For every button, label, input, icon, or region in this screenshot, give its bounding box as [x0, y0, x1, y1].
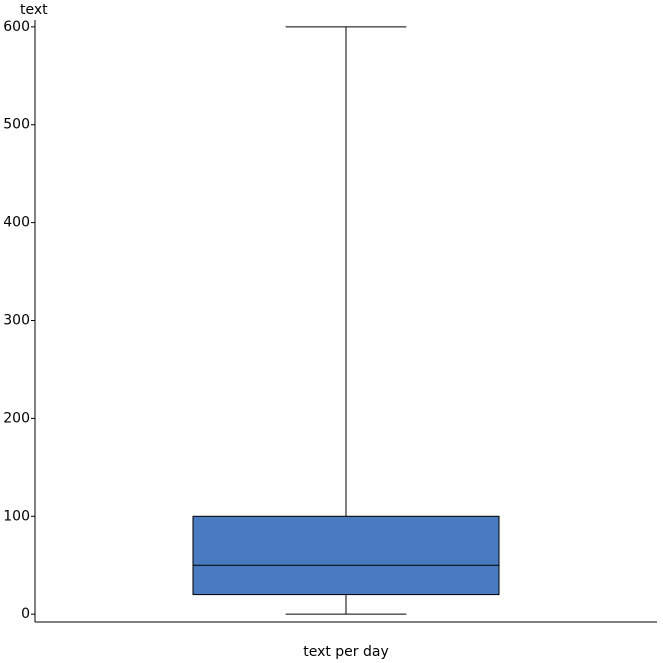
y-tick-label: 400 — [3, 215, 30, 231]
y-tick-label: 600 — [3, 19, 30, 35]
y-tick-label: 100 — [3, 508, 30, 524]
y-tick-label: 0 — [21, 606, 30, 622]
y-tick-label: 300 — [3, 313, 30, 329]
box — [192, 515, 500, 596]
y-tick-label: 200 — [3, 410, 30, 426]
y-tick-label: 500 — [3, 117, 30, 133]
x-tick-label: text per day — [303, 644, 389, 660]
y-axis-label: text — [20, 2, 48, 18]
